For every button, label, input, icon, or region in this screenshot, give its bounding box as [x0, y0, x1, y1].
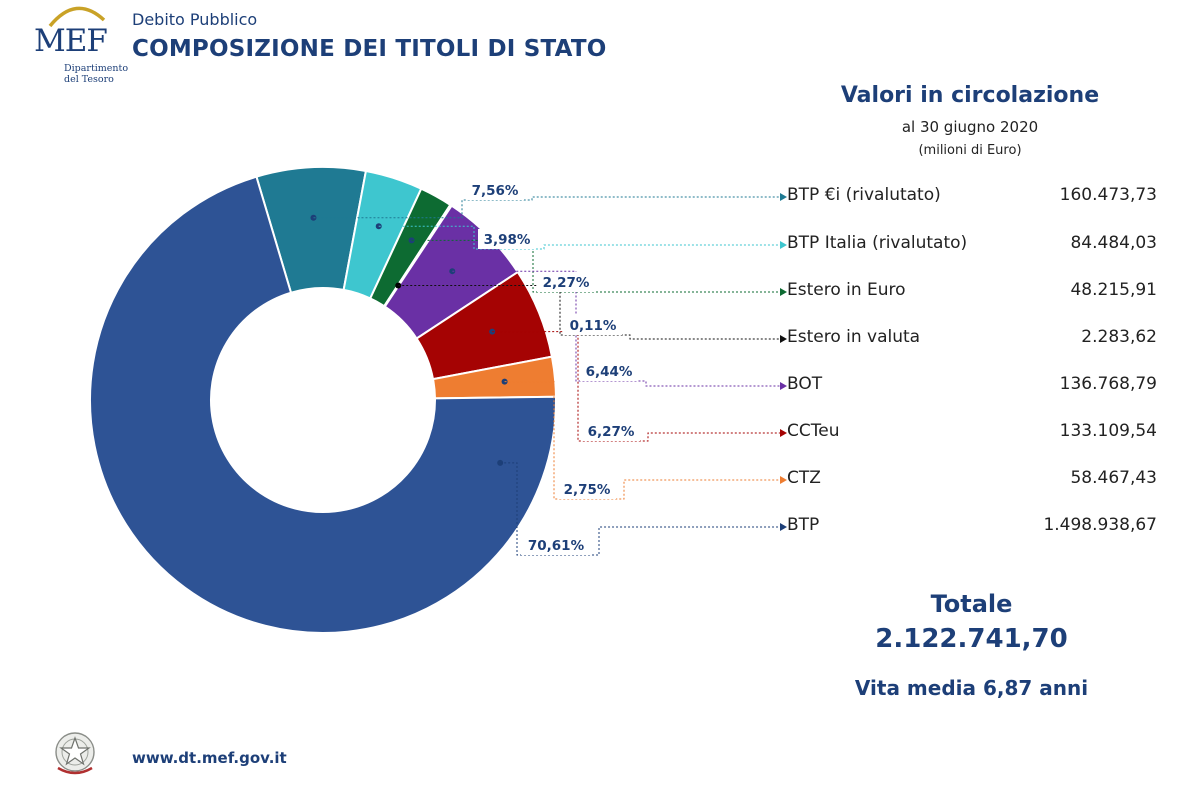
legend-label-ctz: CTZ — [787, 468, 821, 488]
percent-label-btp: 70,61% — [528, 538, 585, 554]
donut-slices — [89, 166, 557, 634]
leader-arrow-ctz — [780, 476, 787, 484]
values-date: al 30 giugno 2020 — [901, 118, 1039, 136]
leader-arrow-btp-ei — [780, 193, 787, 201]
percent-label-box-btp — [521, 535, 591, 555]
italian-emblem-icon — [55, 732, 95, 775]
leader-arrow-btp-italia — [780, 241, 787, 249]
total-label: Totale — [930, 590, 1013, 618]
leader-arrow-bot — [780, 382, 787, 390]
logo-subtitle-line2: del Tesoro — [64, 74, 114, 85]
legend-value-btp-ei: 160.473,73 — [1059, 185, 1157, 205]
legend-value-ccteu: 133.109,54 — [1059, 421, 1157, 441]
leader-arrow-estero-valuta — [780, 335, 787, 343]
values-title: Valori in circolazione — [840, 83, 1100, 108]
legend-label-btp: BTP — [787, 515, 820, 535]
total-value: 2.122.741,70 — [875, 624, 1068, 654]
logo-arc-icon — [48, 6, 106, 28]
logo-text: MEF — [34, 23, 108, 59]
legend-value-estero-valuta: 2.283,62 — [1081, 327, 1157, 347]
percent-label-ccteu: 6,27% — [588, 424, 635, 440]
legend-label-estero-euro: Estero in Euro — [787, 280, 906, 300]
percent-label-box-ctz — [558, 479, 616, 499]
percent-label-box-btp-ei — [466, 180, 524, 200]
percent-label-bot: 6,44% — [586, 364, 633, 380]
percent-label-estero-euro: 2,27% — [543, 275, 590, 291]
percent-label-box-bot — [580, 361, 638, 381]
percent-label-btp-italia: 3,98% — [484, 232, 531, 248]
legend-label-bot: BOT — [787, 374, 823, 394]
leader-arrow-ccteu — [780, 429, 787, 437]
legend-value-btp: 1.498.938,67 — [1043, 515, 1157, 535]
percent-label-estero-valuta: 0,11% — [570, 318, 617, 334]
legend-label-btp-ei: BTP €i (rivalutato) — [787, 185, 941, 205]
legend-value-ctz: 58.467,43 — [1070, 468, 1157, 488]
logo-subtitle-line1: Dipartimento — [64, 63, 129, 74]
page-title: COMPOSIZIONE DEI TITOLI DI STATO — [132, 36, 607, 62]
legend-label-estero-valuta: Estero in valuta — [787, 327, 921, 347]
slice-btp — [89, 175, 557, 634]
logo-subtitle: Dipartimento del Tesoro — [34, 63, 129, 85]
percent-label-ctz: 2,75% — [564, 482, 611, 498]
website-link[interactable]: www.dt.mef.gov.it — [132, 749, 287, 767]
percent-labels: 7,56% 3,98% 2,27% 0,11% 6,44% 6,27% 2,75% 70,61… — [466, 180, 640, 555]
legend-label-ccteu: CCTeu — [787, 421, 840, 441]
percent-label-box-ccteu — [582, 421, 640, 441]
legend-label-btp-italia: BTP Italia (rivalutato) — [787, 233, 968, 253]
percent-label-box-estero-valuta — [564, 315, 622, 335]
legend-value-btp-italia: 84.484,03 — [1070, 233, 1157, 253]
percent-label-box-estero-euro — [537, 272, 595, 292]
legend-value-estero-euro: 48.215,91 — [1070, 280, 1157, 300]
leader-arrow-btp — [780, 523, 787, 531]
legend-value-bot: 136.768,79 — [1059, 374, 1157, 394]
percent-label-btp-ei: 7,56% — [472, 183, 519, 199]
mef-logo: MEF Dipartimento del Tesoro — [34, 6, 129, 85]
leader-arrow-estero-euro — [780, 288, 787, 296]
vita-media: Vita media 6,87 anni — [854, 676, 1089, 700]
page-supertitle: Debito Pubblico — [132, 10, 258, 29]
percent-label-box-btp-italia — [478, 229, 536, 249]
values-unit: (milioni di Euro) — [918, 143, 1022, 158]
